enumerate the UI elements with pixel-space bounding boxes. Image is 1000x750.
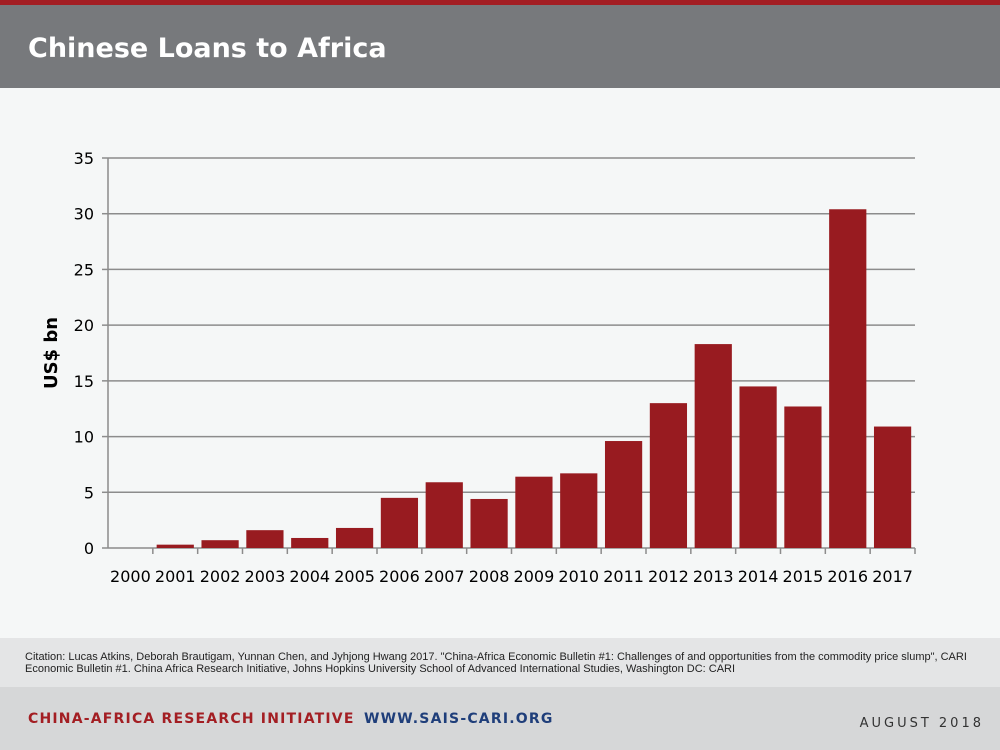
bar-2011 bbox=[604, 441, 643, 548]
x-tick-label: 2011 bbox=[603, 567, 644, 586]
x-tick-label: 2009 bbox=[514, 567, 555, 586]
bar-2008 bbox=[470, 498, 508, 548]
y-tick-label: 30 bbox=[74, 205, 94, 224]
footer: CHINA-AFRICA RESEARCH INITIATIVE WWW.SAI… bbox=[0, 687, 1000, 750]
y-tick-label: 10 bbox=[74, 428, 94, 447]
y-axis-label: US$ bn bbox=[41, 317, 62, 389]
x-tick-label: 2006 bbox=[379, 567, 420, 586]
y-tick-label: 0 bbox=[84, 539, 94, 558]
x-tick-label: 2007 bbox=[424, 567, 465, 586]
x-tick-label: 2010 bbox=[558, 567, 599, 586]
bar-2004 bbox=[291, 537, 329, 548]
x-tick-label: 2015 bbox=[783, 567, 824, 586]
bar-2002 bbox=[201, 540, 239, 548]
citation-box: Citation: Lucas Atkins, Deborah Brautiga… bbox=[0, 638, 1000, 687]
y-tick-label: 5 bbox=[84, 483, 94, 502]
bar-2001 bbox=[156, 544, 194, 548]
bar-2016 bbox=[829, 209, 867, 548]
x-tick-label: 2005 bbox=[334, 567, 375, 586]
bar-2014 bbox=[739, 386, 777, 548]
publication-date: AUGUST 2018 bbox=[859, 716, 984, 731]
chart-area: 0 5 10 15 20 25 30 35 2000 2001 2002 2003 2004 2005 20… bbox=[0, 88, 1000, 638]
bar-2003 bbox=[246, 530, 284, 548]
x-tick-label: 2003 bbox=[245, 567, 286, 586]
y-tick-label: 20 bbox=[74, 316, 94, 335]
top-accent-stripe bbox=[0, 0, 1000, 5]
org-name: CHINA-AFRICA RESEARCH INITIATIVE bbox=[28, 711, 355, 727]
x-tick-label: 2008 bbox=[469, 567, 510, 586]
y-tick-label: 35 bbox=[74, 149, 94, 168]
y-tick-label: 15 bbox=[74, 372, 94, 391]
bar-2010 bbox=[560, 473, 598, 548]
x-tick-label: 2000 bbox=[110, 567, 151, 586]
bar-2017 bbox=[873, 426, 912, 548]
bar-2006 bbox=[380, 497, 419, 548]
x-tick-label: 2002 bbox=[200, 567, 241, 586]
x-tick-label: 2013 bbox=[693, 567, 734, 586]
x-tick-label: 2017 bbox=[872, 567, 913, 586]
x-tick-label: 2004 bbox=[289, 567, 330, 586]
x-tick-label: 2001 bbox=[155, 567, 196, 586]
y-tick-label: 25 bbox=[74, 260, 94, 279]
bar-2015 bbox=[784, 406, 822, 548]
bar-2012 bbox=[649, 403, 688, 548]
title-bar: Chinese Loans to Africa bbox=[0, 5, 1000, 88]
website-link[interactable]: WWW.SAIS-CARI.ORG bbox=[364, 711, 554, 727]
bar-2007 bbox=[425, 482, 463, 548]
bar-2009 bbox=[515, 476, 553, 548]
bar-2013 bbox=[694, 344, 732, 548]
x-tick-label: 2014 bbox=[738, 567, 779, 586]
citation-text: Citation: Lucas Atkins, Deborah Brautiga… bbox=[25, 651, 967, 675]
x-tick-label: 2012 bbox=[648, 567, 689, 586]
bar-2005 bbox=[335, 527, 374, 548]
page-title: Chinese Loans to Africa bbox=[28, 33, 387, 64]
x-tick-label: 2016 bbox=[827, 567, 868, 586]
